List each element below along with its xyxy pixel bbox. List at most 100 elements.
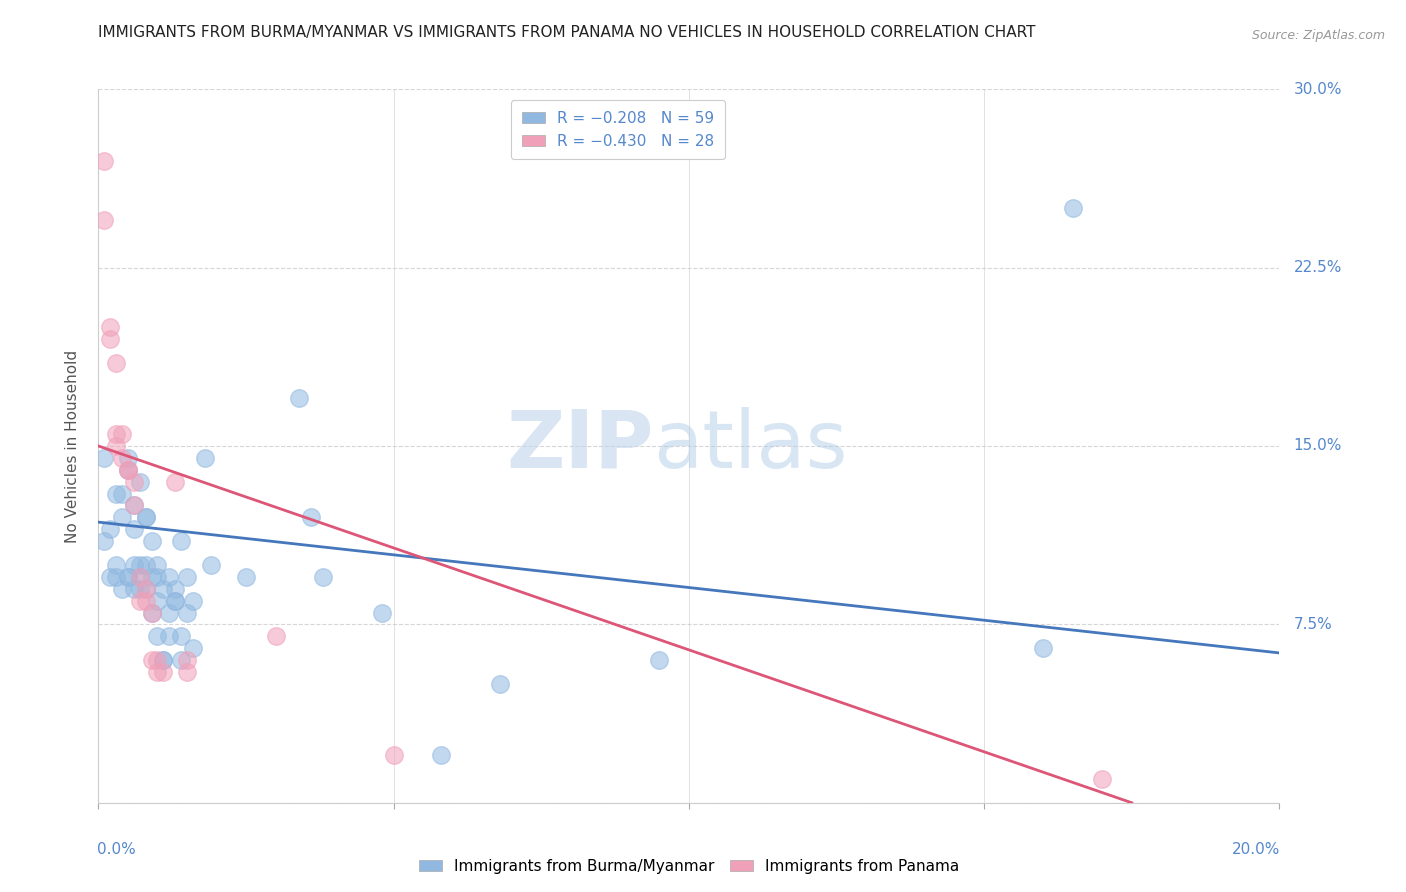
- Point: [165, 593, 187, 607]
- Point: [117, 463, 139, 477]
- Point: [146, 558, 169, 572]
- Point: [170, 534, 193, 549]
- Point: [1091, 772, 1114, 786]
- Point: [105, 427, 128, 442]
- Point: [128, 558, 150, 572]
- Point: [93, 450, 115, 465]
- Point: [117, 450, 139, 465]
- Point: [157, 629, 180, 643]
- Point: [152, 582, 174, 596]
- Point: [1032, 641, 1054, 656]
- Point: [98, 522, 121, 536]
- Point: [128, 570, 150, 584]
- Text: 30.0%: 30.0%: [1294, 82, 1343, 96]
- Point: [489, 677, 512, 691]
- Point: [165, 593, 187, 607]
- Point: [146, 593, 169, 607]
- Point: [105, 356, 128, 370]
- Point: [141, 570, 163, 584]
- Point: [105, 570, 128, 584]
- Point: [146, 653, 169, 667]
- Point: [111, 486, 134, 500]
- Point: [93, 213, 115, 227]
- Text: 20.0%: 20.0%: [1232, 842, 1281, 857]
- Point: [157, 606, 180, 620]
- Point: [93, 153, 115, 168]
- Point: [135, 558, 157, 572]
- Point: [312, 570, 335, 584]
- Point: [141, 653, 163, 667]
- Point: [176, 653, 198, 667]
- Point: [98, 320, 121, 334]
- Point: [135, 510, 157, 524]
- Text: IMMIGRANTS FROM BURMA/MYANMAR VS IMMIGRANTS FROM PANAMA NO VEHICLES IN HOUSEHOLD: IMMIGRANTS FROM BURMA/MYANMAR VS IMMIGRA…: [98, 25, 1036, 40]
- Point: [235, 570, 257, 584]
- Point: [105, 486, 128, 500]
- Point: [93, 534, 115, 549]
- Point: [122, 475, 145, 489]
- Point: [141, 606, 163, 620]
- Point: [194, 450, 217, 465]
- Point: [122, 499, 145, 513]
- Point: [117, 463, 139, 477]
- Point: [176, 606, 198, 620]
- Point: [135, 510, 157, 524]
- Point: [122, 582, 145, 596]
- Y-axis label: No Vehicles in Household: No Vehicles in Household: [65, 350, 80, 542]
- Point: [299, 510, 322, 524]
- Point: [122, 558, 145, 572]
- Point: [288, 392, 311, 406]
- Point: [181, 593, 204, 607]
- Point: [98, 570, 121, 584]
- Point: [165, 582, 187, 596]
- Point: [152, 653, 174, 667]
- Point: [176, 570, 198, 584]
- Point: [98, 332, 121, 346]
- Text: 0.0%: 0.0%: [97, 842, 136, 857]
- Point: [264, 629, 287, 643]
- Point: [128, 593, 150, 607]
- Text: atlas: atlas: [654, 407, 848, 485]
- Point: [117, 463, 139, 477]
- Point: [122, 499, 145, 513]
- Point: [141, 534, 163, 549]
- Point: [122, 522, 145, 536]
- Legend: Immigrants from Burma/Myanmar, Immigrants from Panama: Immigrants from Burma/Myanmar, Immigrant…: [413, 853, 965, 880]
- Point: [135, 582, 157, 596]
- Text: 15.0%: 15.0%: [1294, 439, 1341, 453]
- Point: [117, 570, 139, 584]
- Point: [128, 475, 150, 489]
- Point: [648, 653, 671, 667]
- Point: [111, 427, 134, 442]
- Point: [111, 450, 134, 465]
- Text: ZIP: ZIP: [506, 407, 654, 485]
- Point: [111, 510, 134, 524]
- Point: [152, 653, 174, 667]
- Text: 7.5%: 7.5%: [1294, 617, 1333, 632]
- Point: [141, 606, 163, 620]
- Point: [152, 665, 174, 679]
- Point: [128, 582, 150, 596]
- Point: [117, 570, 139, 584]
- Legend: R = −0.208   N = 59, R = −0.430   N = 28: R = −0.208 N = 59, R = −0.430 N = 28: [512, 101, 725, 160]
- Point: [135, 593, 157, 607]
- Point: [105, 439, 128, 453]
- Point: [165, 475, 187, 489]
- Point: [135, 582, 157, 596]
- Point: [111, 582, 134, 596]
- Point: [146, 570, 169, 584]
- Point: [176, 665, 198, 679]
- Point: [1062, 201, 1084, 215]
- Text: Source: ZipAtlas.com: Source: ZipAtlas.com: [1251, 29, 1385, 42]
- Point: [371, 606, 394, 620]
- Text: 22.5%: 22.5%: [1294, 260, 1341, 275]
- Point: [382, 748, 405, 763]
- Point: [157, 570, 180, 584]
- Point: [200, 558, 222, 572]
- Point: [105, 558, 128, 572]
- Point: [181, 641, 204, 656]
- Point: [170, 629, 193, 643]
- Point: [170, 653, 193, 667]
- Point: [128, 570, 150, 584]
- Point: [146, 629, 169, 643]
